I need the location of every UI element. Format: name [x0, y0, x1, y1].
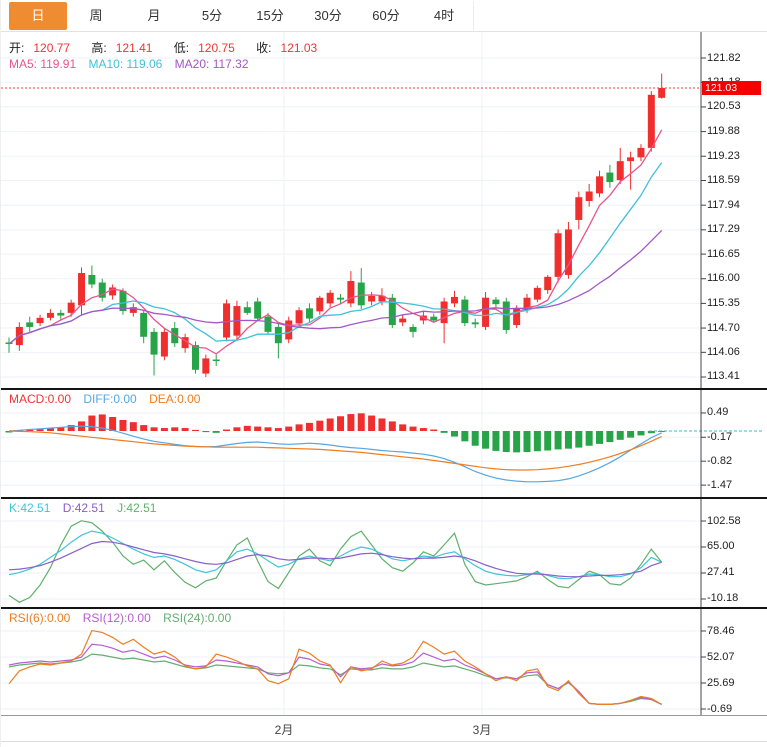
- ma5-value: MA5: 119.91: [9, 57, 77, 71]
- axis-tick-label: 120.53: [707, 100, 741, 113]
- bottom-border: [1, 741, 767, 742]
- ohlc-legend: 开: 120.77 高: 121.41 低: 120.75 收: 121.03: [9, 39, 335, 56]
- rsi12-value: RSI(12):0.00: [82, 611, 151, 625]
- close-label: 收:: [256, 41, 272, 55]
- open-value: 120.77: [33, 41, 71, 55]
- rsi-legend: RSI(6):0.00 RSI(12):0.00 RSI(24):0.00: [9, 611, 240, 625]
- tab-4时[interactable]: 4时: [415, 2, 474, 30]
- rsi-chart-canvas[interactable]: [1, 609, 767, 715]
- axis-tick-label: -10.18: [707, 592, 739, 605]
- axis-tick-label: 27.41: [707, 566, 735, 579]
- x-axis-label-mar: 3月: [472, 723, 492, 737]
- axis-tick-label: -0.17: [707, 430, 733, 443]
- x-axis-label-feb: 2月: [274, 723, 294, 737]
- axis-tick-label: -1.47: [707, 478, 733, 491]
- ma-legend: MA5: 119.91 MA10: 119.06 MA20: 117.32: [9, 57, 258, 71]
- axis-tick-label: 115.35: [707, 296, 740, 309]
- axis-tick-label: -0.82: [707, 454, 733, 467]
- axis-tick-label: 25.69: [707, 676, 735, 689]
- axis-tick-label: 117.94: [707, 198, 740, 211]
- axis-tick-label: 118.59: [707, 174, 740, 186]
- axis-tick-label: 117.29: [707, 223, 740, 236]
- axis-tick-label: 114.70: [707, 321, 740, 334]
- open-label: 开:: [9, 41, 25, 55]
- ma10-value: MA10: 119.06: [88, 57, 163, 71]
- high-label: 高:: [91, 41, 107, 55]
- macd-chart-canvas[interactable]: [1, 390, 767, 498]
- axis-tick-label: 119.23: [707, 149, 740, 162]
- tab-15分[interactable]: 15分: [241, 2, 300, 30]
- current-price-badge: 121.03: [702, 81, 761, 95]
- high-value: 121.41: [115, 41, 153, 55]
- k-value: K:42.51: [9, 501, 51, 515]
- x-axis-separator: [1, 715, 767, 716]
- period-tabbar: 日周月 5分 15分 30分 60分 4时: [1, 0, 767, 32]
- axis-tick-label: 121.82: [707, 51, 741, 64]
- low-value: 120.75: [198, 41, 235, 55]
- axis-tick-label: 102.58: [707, 514, 741, 527]
- ma20-value: MA20: 117.32: [174, 57, 249, 71]
- tab-5分[interactable]: 5分: [183, 2, 242, 30]
- kdj-chart-canvas[interactable]: [1, 499, 767, 607]
- axis-tick-label: 116.65: [707, 247, 740, 260]
- tab-60分[interactable]: 60分: [357, 2, 416, 30]
- axis-tick-label: 114.06: [707, 345, 740, 358]
- axis-tick-label: 113.41: [707, 370, 740, 383]
- panel-separator: [1, 388, 767, 390]
- macd-value: MACD:0.00: [9, 392, 72, 406]
- tab-日[interactable]: 日: [9, 2, 67, 30]
- close-value: 121.03: [280, 41, 318, 55]
- tab-月[interactable]: 月: [125, 2, 184, 30]
- macd-legend: MACD:0.00 DIFF:0.00 DEA:0.00: [9, 392, 209, 406]
- kdj-legend: K:42.51 D:42.51 J:42.51: [9, 501, 165, 515]
- main-price-chart-canvas[interactable]: [1, 32, 767, 389]
- axis-tick-label: 0.49: [707, 406, 729, 419]
- rsi24-value: RSI(24):0.00: [163, 611, 232, 625]
- panel-separator: [1, 607, 767, 609]
- diff-value: DIFF:0.00: [83, 392, 137, 406]
- axis-tick-label: -0.69: [707, 702, 733, 715]
- panel-separator: [1, 497, 767, 499]
- axis-tick-label: 119.88: [707, 125, 740, 138]
- dea-value: DEA:0.00: [149, 392, 201, 406]
- axis-tick-label: 65.00: [707, 540, 735, 553]
- axis-tick-label: 78.46: [707, 624, 735, 637]
- d-value: D:42.51: [62, 501, 105, 515]
- axis-tick-label: 116.00: [707, 272, 740, 285]
- axis-tick-label: 52.07: [707, 650, 735, 663]
- j-value: J:42.51: [117, 501, 157, 515]
- rsi6-value: RSI(6):0.00: [9, 611, 71, 625]
- tab-周[interactable]: 周: [67, 2, 126, 30]
- tab-30分[interactable]: 30分: [299, 2, 358, 30]
- low-label: 低:: [173, 41, 190, 55]
